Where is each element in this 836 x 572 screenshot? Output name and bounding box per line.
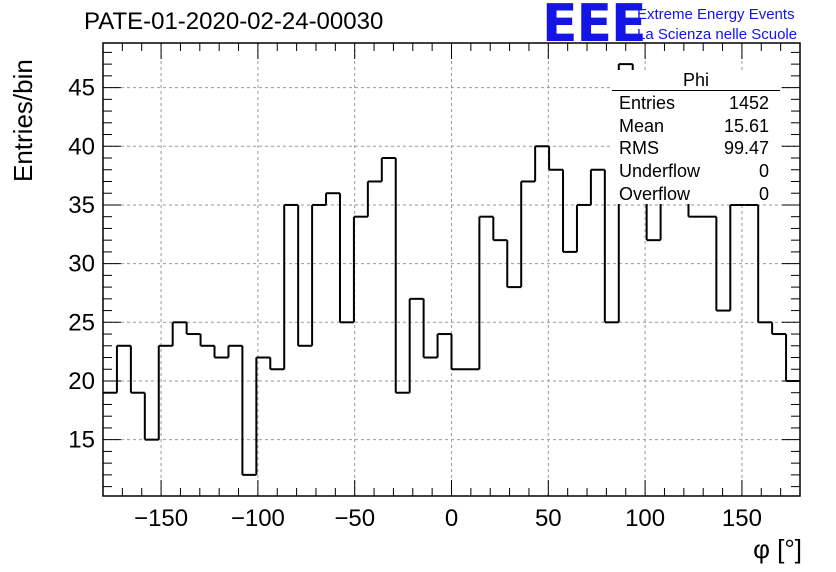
stats-value: 0	[758, 184, 769, 204]
histogram-bin	[143, 392, 159, 441]
y-axis-label-wrap: Entries/bin	[6, 59, 46, 182]
y-axis-label: Entries/bin	[8, 59, 38, 182]
x-tick-label: 50	[535, 505, 562, 532]
stats-key: Mean	[619, 116, 665, 136]
stats-value: 0	[758, 161, 769, 181]
histogram-bin	[269, 357, 285, 371]
y-tick-label: 45	[68, 75, 95, 102]
x-tick-label: 0	[445, 505, 458, 532]
x-tick-label: −150	[134, 505, 188, 532]
histogram-bin	[213, 345, 229, 359]
histogram-bin	[352, 215, 368, 323]
histogram-bin	[492, 216, 508, 242]
histogram-bin	[534, 145, 550, 182]
histogram-bin	[478, 215, 494, 370]
histogram-bin	[715, 216, 731, 312]
histogram-bin	[548, 146, 564, 171]
stats-value: 15.61	[723, 116, 769, 136]
logo-line-1: Extreme Energy Events	[637, 6, 795, 23]
histogram-bin	[185, 322, 201, 336]
histogram-bin	[325, 192, 340, 205]
stats-row-entries: Entries 1452	[619, 93, 769, 115]
y-tick-label: 20	[68, 368, 95, 395]
y-tick-label: 35	[68, 192, 95, 219]
stats-row-overflow: Overflow 0	[619, 184, 769, 206]
y-tick-label: 15	[68, 427, 95, 454]
histogram-bin	[241, 345, 257, 476]
histogram-bin	[297, 204, 313, 347]
stats-box: Phi Entries 1452 Mean 15.61 RMS 99.47 Un…	[612, 70, 780, 204]
chart-title: PATE-01-2020-02-24-00030	[84, 8, 384, 35]
histogram-bin	[450, 334, 466, 371]
plot-frame	[102, 42, 801, 497]
y-tick-label: 30	[68, 251, 95, 278]
histogram-bin	[171, 321, 187, 346]
stats-key: Underflow	[619, 161, 701, 181]
axis-ticks	[102, 43, 801, 496]
histogram-bin	[129, 345, 145, 394]
stats-key: Overflow	[619, 184, 691, 204]
histogram-bin	[227, 344, 243, 358]
stats-row-rms: RMS 99.47	[619, 138, 769, 160]
histogram-bin	[506, 240, 522, 289]
histogram-bin	[283, 203, 299, 370]
histogram-bin	[771, 322, 787, 336]
stats-key: Entries	[619, 93, 676, 113]
eee-logo: EEE	[542, 0, 647, 54]
x-tick-label: −50	[334, 505, 375, 532]
histogram-bin	[757, 204, 773, 324]
stats-value: 99.47	[723, 138, 769, 158]
histogram-bin	[115, 344, 131, 393]
histogram-bin	[255, 356, 271, 475]
stats-row-mean: Mean 15.61	[619, 116, 769, 138]
x-tick-label: 150	[722, 505, 762, 532]
histogram-bin	[394, 158, 410, 394]
histogram-bin	[562, 169, 577, 253]
stats-key: RMS	[619, 138, 659, 158]
y-tick-label: 40	[68, 133, 95, 160]
histogram-bin	[729, 203, 745, 311]
histogram-bin	[436, 333, 452, 358]
stats-row-underflow: Underflow 0	[619, 161, 769, 183]
stats-divider	[612, 90, 780, 91]
histogram-bin	[422, 298, 438, 359]
tick-labels: −150 −100 −50 0 50 100 150 15 20 25 30 35 40 45	[68, 75, 762, 532]
y-tick-label: 25	[68, 309, 95, 336]
histogram-bin	[408, 297, 424, 393]
histogram-bin	[199, 334, 215, 347]
histogram-bin	[575, 203, 591, 252]
histogram-bin	[157, 344, 173, 440]
grid-lines	[103, 43, 800, 496]
histogram-bin	[311, 203, 327, 346]
histogram-bin	[366, 180, 382, 217]
logo-line-2: La Scienza nelle Scuole	[637, 26, 798, 43]
histogram-bin	[603, 169, 619, 324]
histogram-bin	[338, 193, 354, 324]
histogram-bin	[380, 157, 396, 182]
stats-value: 1452	[728, 93, 769, 113]
x-tick-label: 100	[625, 505, 665, 532]
histogram-bin	[520, 180, 536, 288]
stats-title: Phi	[682, 70, 709, 90]
histogram-bin	[589, 168, 605, 205]
x-tick-label: −100	[231, 505, 285, 532]
x-axis-label: φ [°]	[753, 534, 802, 564]
